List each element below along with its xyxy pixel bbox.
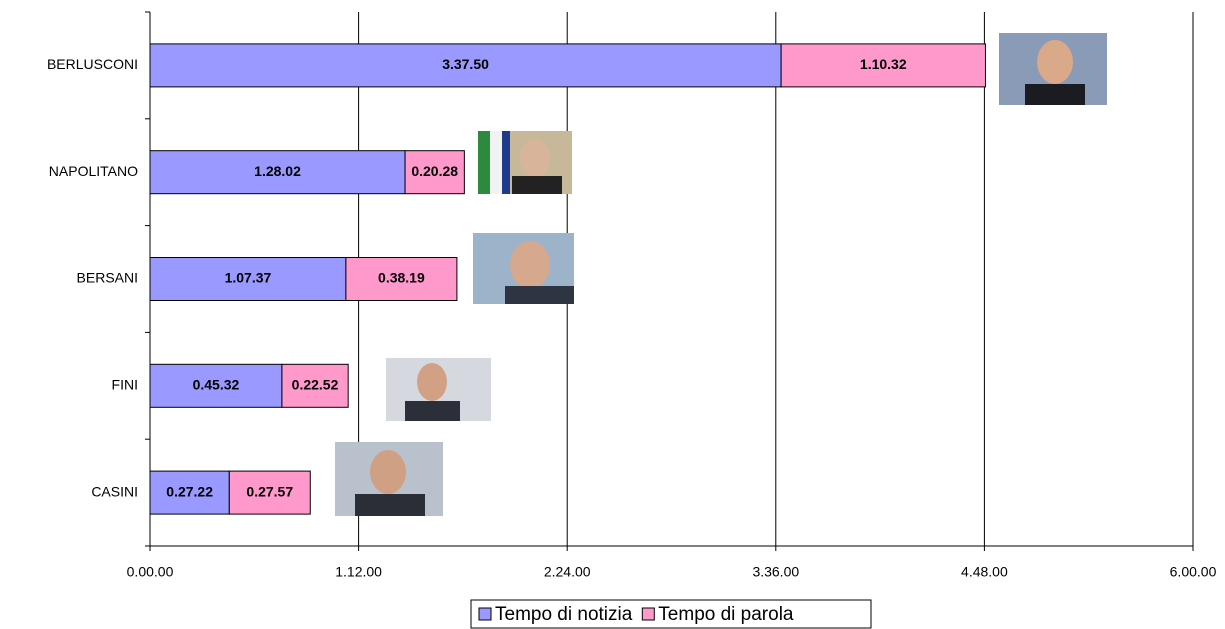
photo (473, 233, 574, 304)
x-tick-label: 2.24.00 (544, 564, 591, 580)
legend-swatch (479, 608, 491, 620)
y-tick-label: NAPOLITANO (49, 163, 138, 179)
photo (999, 33, 1107, 105)
legend-swatch (642, 608, 654, 620)
x-tick-label: 3.36.00 (752, 564, 799, 580)
x-tick-label: 1.12.00 (335, 564, 382, 580)
photo (386, 358, 491, 421)
photo (478, 131, 572, 194)
y-tick-label: FINI (112, 377, 138, 393)
legend-label: Tempo di notizia (495, 604, 633, 625)
value-label: 1.10.32 (860, 56, 907, 72)
value-label: 0.22.52 (292, 377, 339, 393)
value-label: 1.28.02 (254, 163, 301, 179)
x-tick-label: 6.00.00 (1170, 564, 1217, 580)
value-label: 0.27.57 (246, 483, 293, 499)
y-tick-label: BERLUSCONI (47, 56, 138, 72)
value-label: 0.45.32 (193, 377, 240, 393)
x-tick-label: 0.00.00 (127, 564, 174, 580)
legend-label: Tempo di parola (658, 604, 794, 625)
value-label: 0.20.28 (411, 163, 458, 179)
y-tick-label: CASINI (91, 483, 138, 499)
value-label: 1.07.37 (225, 270, 272, 286)
value-label: 3.37.50 (442, 56, 489, 72)
x-tick-label: 4.48.00 (961, 564, 1008, 580)
y-tick-label: BERSANI (77, 270, 138, 286)
value-label: 0.27.22 (166, 483, 213, 499)
value-label: 0.38.19 (378, 270, 425, 286)
photo (335, 442, 443, 516)
chart: 0.00.00 1.12.00 2.24.00 3.36.00 4.48.00 6.00.… (0, 0, 1225, 629)
